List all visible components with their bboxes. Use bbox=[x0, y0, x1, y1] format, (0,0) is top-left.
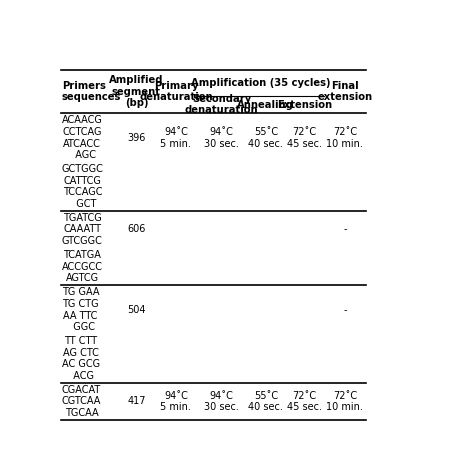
Text: ACAACG
CCTCAG
ATCACC
  AGC: ACAACG CCTCAG ATCACC AGC bbox=[62, 115, 103, 160]
Text: -: - bbox=[343, 224, 346, 234]
Text: 55˚C
40 sec.: 55˚C 40 sec. bbox=[248, 391, 283, 412]
Text: 72˚C
10 min.: 72˚C 10 min. bbox=[327, 127, 363, 148]
Text: 72˚C
10 min.: 72˚C 10 min. bbox=[327, 391, 363, 412]
Text: -: - bbox=[343, 305, 346, 315]
Text: Amplification (35 cycles): Amplification (35 cycles) bbox=[191, 78, 330, 88]
Text: Final
extension: Final extension bbox=[317, 81, 373, 102]
Text: TCATGA
ACCGCC
AGTCG: TCATGA ACCGCC AGTCG bbox=[62, 250, 103, 283]
Text: 396: 396 bbox=[127, 133, 146, 143]
Text: TT CTT
AG CTC
AC GCG
  ACG: TT CTT AG CTC AC GCG ACG bbox=[62, 336, 100, 381]
Text: 94˚C
30 sec.: 94˚C 30 sec. bbox=[204, 391, 239, 412]
Text: Primers
sequences: Primers sequences bbox=[62, 81, 121, 102]
Text: 55˚C
40 sec.: 55˚C 40 sec. bbox=[248, 127, 283, 148]
Text: TGATCG
CAAATT
GTCGGC: TGATCG CAAATT GTCGGC bbox=[62, 213, 103, 246]
Text: CGACAT
CGTCAA
TGCAA: CGACAT CGTCAA TGCAA bbox=[62, 385, 101, 418]
Text: 94˚C
5 min.: 94˚C 5 min. bbox=[160, 127, 191, 148]
Text: Primary
denaturation: Primary denaturation bbox=[139, 81, 213, 102]
Text: 72˚C
45 sec.: 72˚C 45 sec. bbox=[287, 391, 322, 412]
Text: 606: 606 bbox=[127, 224, 146, 234]
Text: Annealing: Annealing bbox=[237, 100, 294, 109]
Text: Extension: Extension bbox=[277, 100, 332, 109]
Text: 94˚C
5 min.: 94˚C 5 min. bbox=[160, 391, 191, 412]
Text: Amplified
segment
(bp): Amplified segment (bp) bbox=[109, 75, 164, 108]
Text: Secondary
denaturation: Secondary denaturation bbox=[185, 94, 259, 116]
Text: TG GAA
TG CTG
AA TTC
  GGC: TG GAA TG CTG AA TTC GGC bbox=[62, 287, 100, 332]
Text: 504: 504 bbox=[127, 305, 146, 315]
Text: 72˚C
45 sec.: 72˚C 45 sec. bbox=[287, 127, 322, 148]
Text: 94˚C
30 sec.: 94˚C 30 sec. bbox=[204, 127, 239, 148]
Text: GCTGGC
CATTCG
TCCAGC
  GCT: GCTGGC CATTCG TCCAGC GCT bbox=[62, 164, 104, 209]
Text: 417: 417 bbox=[127, 396, 146, 406]
